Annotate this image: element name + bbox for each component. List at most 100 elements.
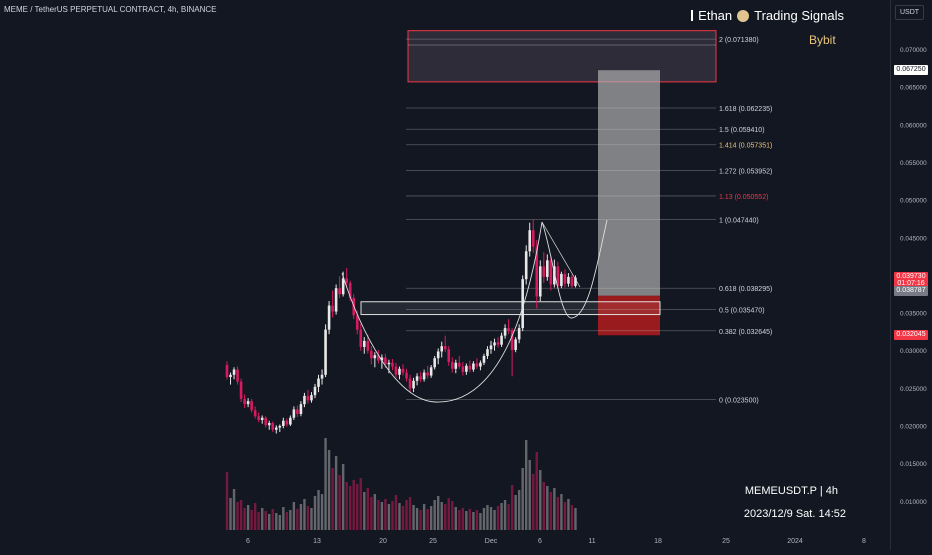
currency-button[interactable]: USDT [895,5,924,20]
candle-body [542,266,546,277]
volume-bar [408,497,412,530]
candle-body [387,362,391,365]
volume-bar [239,500,243,530]
y-tick-label: 0.020000 [900,424,927,431]
candle-body [243,398,246,405]
candle-body [355,315,359,330]
volume-bar [271,509,274,530]
volume-bar [542,482,545,530]
volume-bar [433,500,436,530]
price-tag: 0.038787 [894,286,928,297]
x-tick-label: 20 [379,538,387,545]
fib-label: 1.272 (0.053952) [719,168,772,175]
volume-bar [356,484,359,530]
volume-bar [472,512,475,530]
volume-bar [296,509,299,530]
y-tick-label: 0.045000 [900,235,927,242]
candle-body [320,374,324,379]
volume-bar [444,504,447,530]
candle-body [419,376,422,380]
y-tick-label: 0.015000 [900,461,927,468]
fibonacci-levels: 2 (0.071380) 1.618 (0.062235) 1.5 (0.05941… [406,37,772,405]
x-tick-label: 25 [722,538,730,545]
candle-body [426,372,429,376]
volume-bar [405,500,408,530]
volume-bar [257,512,260,530]
volume-bar [377,500,380,530]
volume-bar [352,480,355,530]
candle-body [433,358,436,368]
volume-bar [278,515,281,530]
volume-bar [461,508,465,530]
volume-bar [415,508,419,530]
volume-bar [394,495,398,530]
fib-label: 0.382 (0.032645) [719,329,772,336]
volume-bar [317,490,320,530]
volume-bar [440,502,443,530]
volume-bars [225,438,577,530]
volume-bar [282,507,285,530]
y-tick-label: 0.055000 [900,160,927,167]
candle-body [549,260,553,285]
candle-body [366,340,370,351]
candle-body [359,329,363,347]
candles [225,219,577,434]
price-tag: 0.039730 [894,272,928,283]
volume-bar [482,508,486,530]
volume-bar [493,510,496,530]
y-tick-label: 0.025000 [900,386,927,393]
candle-body [373,355,377,359]
candle-body [391,362,394,367]
candle-body [260,417,264,420]
candle-body [528,230,532,252]
candle-body [524,251,528,280]
volume-bar [475,510,479,530]
volume-bar [380,502,384,530]
volume-bar [570,505,574,530]
x-tick-label: 8 [862,538,866,545]
volume-bar [366,488,369,530]
candle-body [236,369,239,382]
candle-body [310,395,313,401]
fib-label: 1.618 (0.062235) [719,106,772,113]
volume-bar [500,503,503,530]
candle-body [415,376,419,381]
fib-label: 0.5 (0.035470) [719,308,765,315]
volume-bar [517,490,521,530]
volume-bar [299,504,303,530]
volume-bar [345,482,348,530]
volume-bar [567,499,570,530]
candle-body [538,266,542,297]
volume-bar [535,452,538,530]
candle-body [472,363,475,370]
volume-bar [412,505,415,530]
volume-bar [563,502,567,530]
candle-body [408,378,412,389]
chart-area[interactable]: 2 (0.071380) 1.618 (0.062235) 1.5 (0.05941… [0,0,890,550]
volume-bar [292,502,296,530]
volume-bar [275,513,278,530]
candle-body [412,380,415,389]
price-chart[interactable]: 2 (0.071380) 1.618 (0.062235) 1.5 (0.05941… [0,0,890,550]
candle-body [246,401,250,405]
volume-bar [510,485,514,530]
x-tick-label: 2024 [787,538,803,545]
x-axis: 6 13 20 25 Dec 6 11 18 25 2024 8 [246,538,866,545]
candle-body [401,368,405,373]
volume-bar [451,501,454,530]
volume-bar [447,498,450,530]
volume-bar [422,504,426,530]
volume-bar [243,508,246,530]
chart-title: MEME / TetherUS PERPETUAL CONTRACT, 4h, … [4,5,217,14]
volume-bar [370,497,373,530]
candle-body [264,417,268,426]
volume-bar [549,492,553,530]
volume-bar [486,505,489,530]
volume-bar [507,504,510,530]
candle-body [341,278,345,295]
candle-body [296,409,299,414]
zones-layer [360,30,717,336]
bar-icon [691,10,694,21]
candle-body [510,330,514,350]
volume-bar [391,501,394,530]
